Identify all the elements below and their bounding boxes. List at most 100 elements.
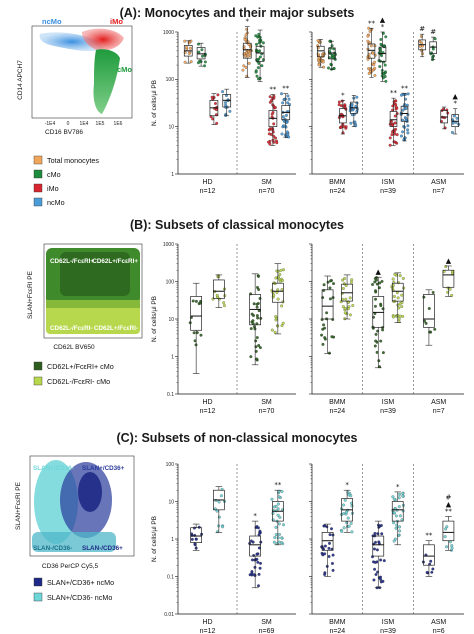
data-point: [284, 113, 288, 117]
data-point: [217, 500, 221, 504]
data-point: [243, 38, 247, 42]
group-label: SM: [261, 619, 272, 626]
data-point: [348, 296, 352, 300]
group-n-label: n=39: [380, 188, 396, 195]
data-point: [328, 286, 332, 290]
legend-swatch-total: [33, 155, 43, 165]
data-point: [346, 516, 350, 520]
data-point: [398, 529, 402, 533]
significance-mark: *: [341, 91, 345, 99]
data-point: [393, 272, 397, 276]
data-point: [280, 288, 284, 292]
significance-mark: **: [282, 85, 290, 93]
group-label: HD: [202, 179, 212, 186]
group-n-label: n=12: [200, 188, 216, 195]
data-point: [443, 535, 447, 539]
data-point: [248, 573, 252, 577]
data-point: [187, 51, 191, 55]
significance-mark: *: [396, 483, 400, 491]
data-point: [280, 536, 284, 540]
data-point: [392, 140, 396, 144]
significance-mark: ▲: [452, 93, 458, 101]
data-point: [273, 106, 277, 110]
data-point: [256, 552, 260, 556]
data-point: [255, 305, 259, 309]
data-point: [342, 503, 345, 507]
data-point: [401, 314, 405, 318]
data-point: [379, 304, 383, 308]
data-point: [260, 64, 264, 68]
y-tick-label: 1: [171, 354, 174, 360]
data-point: [347, 305, 351, 309]
group-label: ISM: [382, 619, 395, 626]
data-point: [249, 327, 253, 331]
data-point: [192, 331, 196, 335]
data-point: [280, 541, 284, 545]
data-point: [341, 278, 345, 282]
data-point: [341, 305, 345, 309]
box: [429, 41, 437, 54]
data-point: [448, 287, 452, 291]
data-point: [286, 101, 290, 105]
y-tick-label: 0.1: [167, 574, 174, 580]
data-point: [331, 553, 335, 557]
box: [391, 282, 404, 302]
legend-swatch-cmo: [33, 169, 43, 179]
legend-swatch-slan-cd36-pos: [33, 577, 43, 587]
quad-b-2: CD62L+/FcεRI+: [92, 258, 138, 265]
data-point: [268, 142, 272, 146]
data-point: [392, 539, 396, 543]
data-point: [280, 92, 284, 96]
box: [321, 532, 334, 551]
data-point: [280, 279, 284, 283]
group-label: HD: [202, 619, 212, 626]
chart-a-left: 1 10 100 1000 N. of cells/µl PB HD n=12 SM n=70 *…: [151, 18, 296, 195]
data-point: [431, 290, 435, 294]
y-tick-label: 10: [168, 499, 174, 505]
legend-swatch-ncmo: [33, 197, 43, 207]
box: [442, 520, 455, 542]
data-point: [393, 114, 397, 118]
data-point: [270, 112, 274, 116]
data-point: [323, 336, 327, 340]
legend-label-slan-cd36-neg: SLAN+/CD36- ncMo: [47, 593, 112, 602]
label-ncmo: ncMo: [42, 17, 62, 26]
label-imo: iMo: [110, 17, 123, 26]
data-point: [393, 121, 397, 125]
data-point: [394, 99, 398, 103]
data-point: [406, 131, 410, 135]
data-point: [221, 525, 225, 529]
group-label: SM: [261, 179, 272, 186]
data-point: [272, 505, 276, 509]
group-n-label: n=39: [380, 408, 396, 415]
data-point: [331, 318, 335, 322]
y-axis-label: N. of cells/µl PB: [151, 516, 158, 562]
data-point: [323, 552, 327, 556]
box: [249, 535, 262, 557]
quad-b-3: CD62L-/FcεRI-: [50, 325, 93, 332]
data-point: [268, 100, 272, 104]
y-tick-label: 0.01: [164, 612, 174, 618]
data-point: [255, 336, 259, 340]
cloud-blend: [46, 300, 140, 308]
panel-c-cytometry: SLAN+/CD36- SLAN+/CD36+ SLAN-/CD36- SLAN…: [15, 455, 135, 570]
data-point: [326, 280, 330, 284]
data-point: [445, 545, 449, 549]
data-point: [257, 584, 260, 588]
data-point: [274, 533, 278, 537]
significance-mark: **: [274, 481, 282, 489]
data-point: [261, 41, 265, 45]
quad-c-2: SLAN+/CD36+: [82, 465, 125, 472]
data-point: [247, 43, 251, 46]
data-point: [277, 540, 281, 544]
cmo-cloud: [93, 49, 120, 114]
data-point: [271, 130, 275, 134]
legend-label-slan-cd36-pos: SLAN+/CD36+ ncMo: [47, 578, 114, 587]
data-point: [328, 46, 332, 50]
data-point: [256, 560, 260, 564]
data-point: [347, 493, 351, 497]
data-point: [450, 293, 454, 297]
data-point: [256, 316, 260, 320]
data-point: [274, 136, 277, 140]
data-point: [377, 359, 381, 363]
